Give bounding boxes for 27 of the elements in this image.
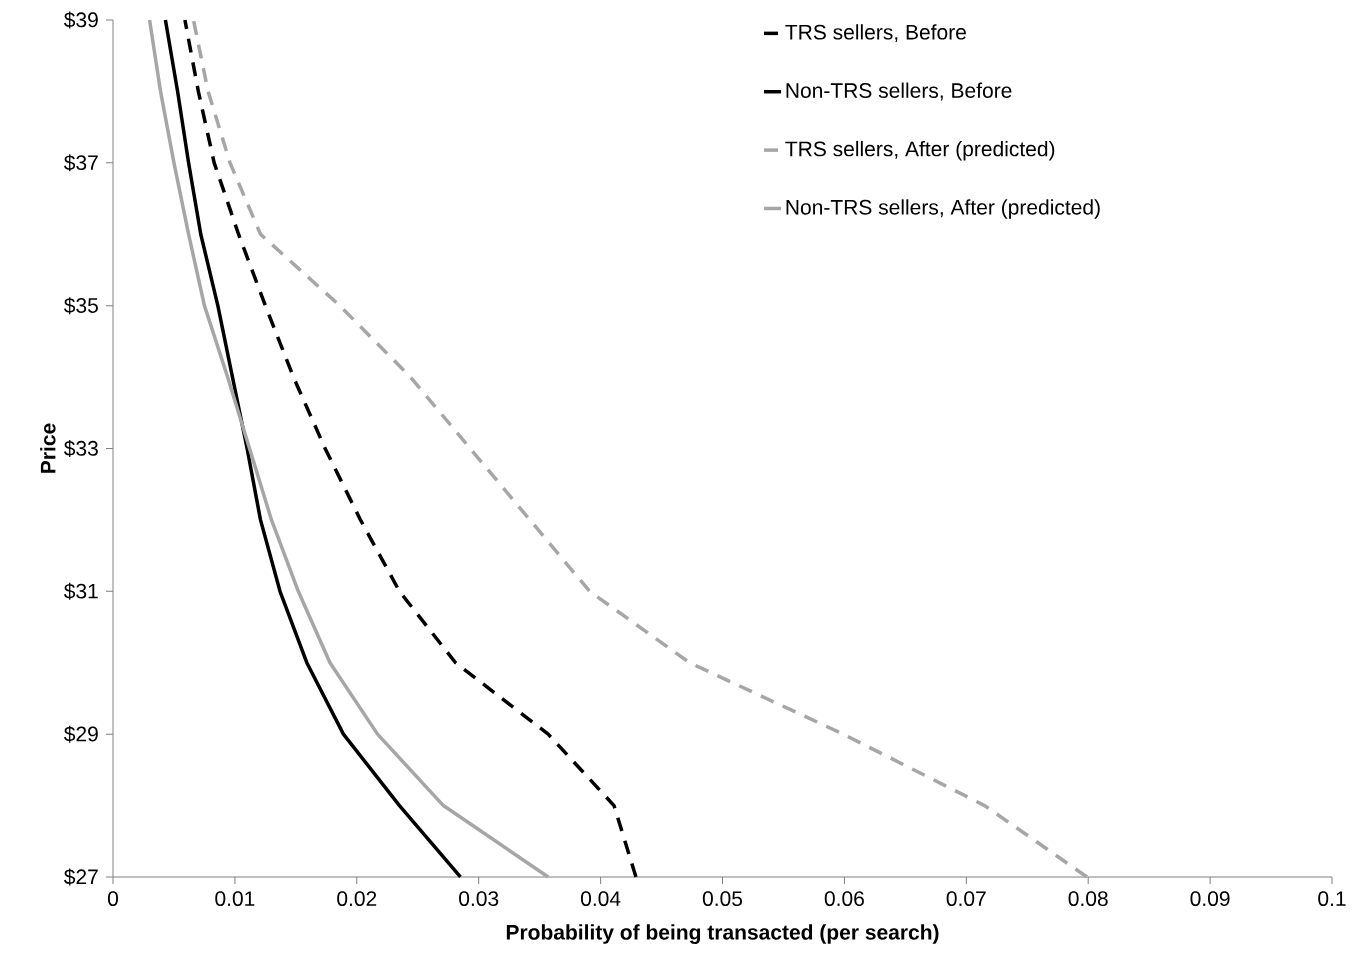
legend-label: TRS sellers, Before bbox=[785, 24, 966, 43]
x-axis-title: Probability of being transacted (per search) bbox=[506, 924, 939, 944]
legend-label: TRS sellers, After (predicted) bbox=[785, 140, 1055, 161]
line-series bbox=[163, 18, 463, 879]
line-series bbox=[147, 18, 550, 879]
x-tick-label: 0.05 bbox=[702, 891, 743, 907]
x-tick-label: 0 bbox=[107, 891, 119, 907]
legend-label: Non-TRS sellers, Before bbox=[786, 82, 1012, 101]
x-tick-label: 0.04 bbox=[580, 891, 621, 907]
y-tick-label: $31 bbox=[63, 582, 98, 600]
x-tick-label: 0.07 bbox=[946, 891, 986, 907]
legend-label: Non-TRS sellers, After (predicted) bbox=[786, 199, 1100, 219]
y-tick-label: $27 bbox=[63, 868, 98, 886]
y-tick-label: $29 bbox=[63, 725, 98, 743]
y-tick-label: $37 bbox=[63, 154, 98, 172]
y-tick-label: $33 bbox=[63, 439, 98, 457]
y-axis-title: Price bbox=[40, 423, 56, 473]
x-tick-label: 0.02 bbox=[337, 891, 377, 907]
x-tick-label: 0.01 bbox=[215, 891, 255, 907]
y-tick-label: $39 bbox=[63, 11, 98, 29]
x-tick-label: 0.09 bbox=[1190, 891, 1230, 907]
x-tick-label: 0.06 bbox=[824, 891, 864, 907]
x-tick-label: 0.03 bbox=[459, 891, 499, 907]
line-series bbox=[183, 18, 638, 879]
x-tick-label: 0.1 bbox=[1318, 891, 1346, 907]
y-tick-label: $35 bbox=[63, 297, 98, 315]
x-tick-label: 0.08 bbox=[1068, 891, 1108, 907]
